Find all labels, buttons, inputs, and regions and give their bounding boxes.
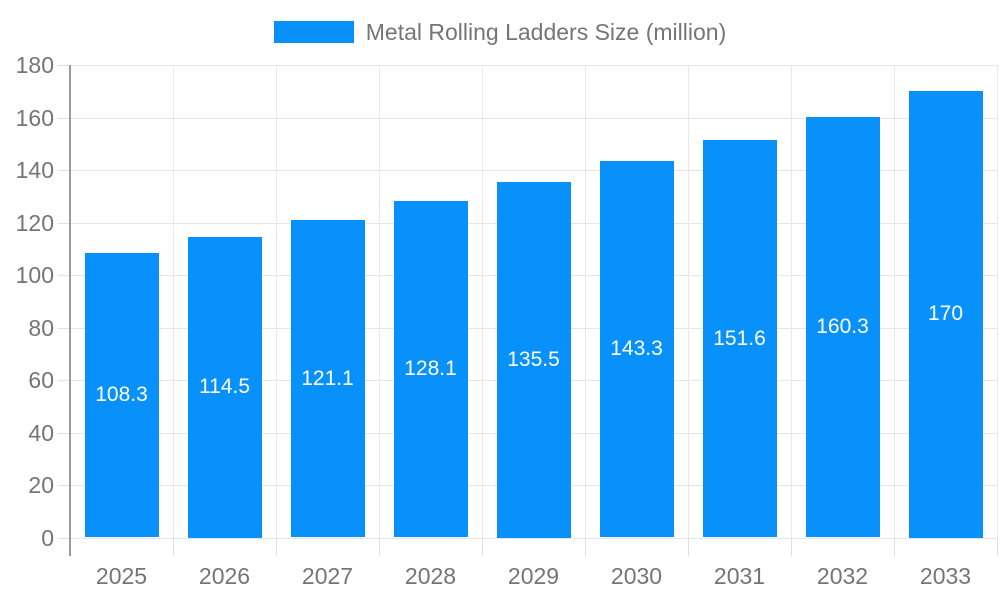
y-tick-mark	[58, 327, 70, 329]
y-tick-label: 180	[15, 52, 54, 78]
x-gridline	[585, 65, 586, 538]
x-tick-mark	[276, 537, 277, 556]
x-tick-mark	[791, 537, 792, 556]
x-tick-label: 2028	[404, 562, 457, 589]
x-gridline	[894, 65, 895, 538]
bar-2025[interactable]	[84, 253, 159, 538]
x-tick-label: 2026	[198, 562, 251, 589]
x-tick-mark	[894, 537, 895, 556]
x-tick-mark	[585, 537, 586, 556]
y-tick-mark	[58, 170, 70, 171]
y-tick-label: 160	[15, 104, 54, 131]
y-tick-mark	[58, 432, 70, 434]
bar-2033[interactable]	[908, 91, 983, 538]
x-tick-label: 2032	[816, 562, 869, 589]
bar-2028[interactable]	[393, 201, 468, 538]
y-tick-mark	[58, 222, 70, 224]
y-tick-mark	[58, 380, 70, 381]
y-tick-mark	[58, 117, 70, 119]
x-tick-label: 2029	[507, 562, 560, 589]
y-gridline	[70, 170, 997, 171]
legend-swatch	[273, 21, 354, 43]
x-tick-label: 2033	[919, 562, 972, 589]
y-tick-label: 40	[28, 419, 54, 446]
bar-2027[interactable]	[290, 219, 365, 538]
y-tick-label: 0	[41, 524, 54, 551]
y-gridline	[70, 537, 997, 539]
y-tick-label: 60	[28, 367, 54, 393]
x-tick-mark	[173, 537, 174, 556]
bar-2030[interactable]	[599, 161, 674, 538]
x-tick-mark	[688, 537, 689, 556]
x-gridline	[276, 65, 277, 538]
y-tick-mark	[58, 65, 70, 66]
x-gridline	[173, 65, 174, 538]
y-axis-line	[69, 65, 71, 556]
x-tick-label: 2025	[95, 562, 148, 589]
bar-2032[interactable]	[805, 116, 880, 538]
x-tick-label: 2031	[713, 562, 766, 589]
x-gridline	[791, 65, 792, 538]
x-tick-label: 2027	[301, 562, 354, 589]
x-tick-mark	[482, 537, 483, 556]
y-tick-label: 140	[15, 157, 54, 183]
x-tick-mark	[997, 537, 998, 556]
x-gridline	[997, 65, 998, 538]
x-tick-mark	[379, 537, 380, 556]
x-gridline	[688, 65, 689, 538]
bar-2026[interactable]	[187, 236, 262, 538]
y-tick-label: 20	[28, 472, 54, 498]
y-tick-label: 80	[28, 314, 54, 341]
bar-2031[interactable]	[702, 139, 777, 538]
y-tick-mark	[58, 275, 70, 276]
x-gridline	[482, 65, 483, 538]
chart-legend[interactable]: Metal Rolling Ladders Size (million)	[0, 18, 1000, 46]
x-gridline	[379, 65, 380, 538]
bar-2029[interactable]	[496, 181, 571, 538]
y-tick-mark	[58, 485, 70, 486]
x-tick-label: 2030	[610, 562, 663, 589]
legend-label: Metal Rolling Ladders Size (million)	[365, 18, 727, 45]
y-gridline	[70, 117, 997, 119]
y-tick-mark	[58, 537, 70, 539]
y-gridline	[70, 65, 997, 66]
y-tick-label: 100	[15, 262, 54, 288]
y-tick-label: 120	[15, 209, 54, 236]
